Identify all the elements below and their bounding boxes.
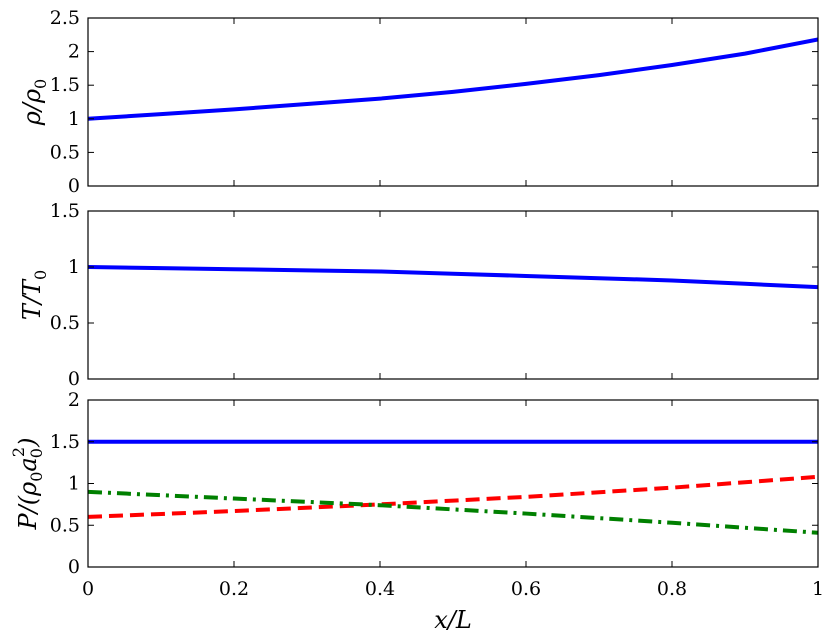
x-tick-label: 0 <box>82 578 94 600</box>
y-tick-label: 0.5 <box>50 141 80 163</box>
series-line-3-2 <box>88 474 818 519</box>
y-tick-label: 0 <box>68 368 80 390</box>
y-tick-label: 0.5 <box>50 514 80 536</box>
y-tick-label: 1 <box>68 108 80 130</box>
series-line-1-1 <box>88 37 818 121</box>
y-axis-title: P/(ρ0a02) <box>9 438 46 531</box>
y-tick-label: 2 <box>68 41 80 63</box>
panel-1: 0 0.5 1 1.5 2 2.5 ρ/ρ0 <box>18 7 819 197</box>
y-tick-label: 1.5 <box>50 431 80 453</box>
x-axis-title: x/L <box>434 606 472 634</box>
y-tick-label: 1.5 <box>50 200 80 222</box>
plot-frame <box>87 17 819 187</box>
x-tick-label: 1 <box>812 578 824 600</box>
y-tick-label: 0 <box>68 556 80 578</box>
y-tick-label: 2 <box>68 389 80 411</box>
y-tick-label: 2.5 <box>50 7 80 29</box>
x-tick-label: 0.8 <box>657 578 687 600</box>
panel-3: 0 0.5 1 1.5 2 0 0.2 0.4 0.6 0.8 1 P/(ρ0a02) x/L <box>9 389 824 634</box>
y-tick-label: 0.5 <box>50 312 80 334</box>
x-tick-label: 0.6 <box>511 578 541 600</box>
series-line-2-1 <box>88 265 818 290</box>
y-tick-label: 1 <box>68 473 80 495</box>
y-axis-title: T/T0 <box>18 270 50 320</box>
y-tick-label: 1.5 <box>50 74 80 96</box>
panel-2: 0 0.5 1 1.5 T/T0 <box>18 200 819 390</box>
y-tick-label: 1 <box>68 256 80 278</box>
plot-frame <box>87 210 819 380</box>
y-axis-title: ρ/ρ0 <box>18 79 50 127</box>
x-tick-label: 0.2 <box>219 578 249 600</box>
y-tick-label: 0 <box>68 175 80 197</box>
x-tick-label: 0.4 <box>365 578 395 600</box>
series-line-3-3 <box>88 489 818 535</box>
